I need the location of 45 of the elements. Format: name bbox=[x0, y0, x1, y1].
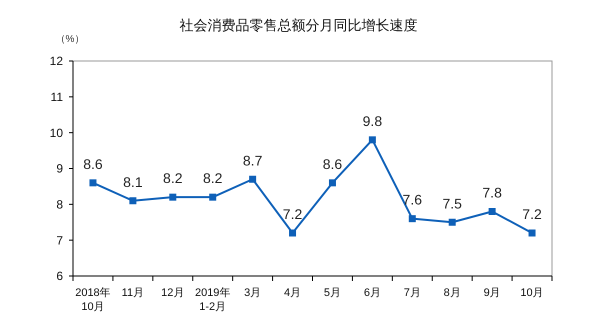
data-label: 7.5 bbox=[442, 195, 462, 212]
point bbox=[488, 208, 496, 215]
point bbox=[368, 136, 376, 144]
point bbox=[448, 218, 456, 226]
point bbox=[209, 194, 216, 201]
x-tick-label: 11月 bbox=[122, 287, 144, 299]
x-tick-label: 5月 bbox=[324, 287, 342, 299]
data-label: 8.1 bbox=[123, 174, 143, 190]
point bbox=[89, 179, 96, 186]
data-label: 7.8 bbox=[482, 184, 502, 200]
y-tick-label: 7 bbox=[56, 233, 64, 248]
y-tick-label: 9 bbox=[56, 162, 64, 176]
x-tick-label: 9月 bbox=[484, 287, 501, 299]
x-tick-label: 4月 bbox=[284, 287, 302, 299]
data-label: 8.6 bbox=[322, 156, 342, 172]
data-label: 9.8 bbox=[362, 112, 382, 129]
point bbox=[169, 194, 176, 201]
point bbox=[289, 230, 296, 236]
y-tick-label: 6 bbox=[56, 269, 64, 284]
point bbox=[249, 176, 256, 183]
data-label: 7.2 bbox=[522, 206, 542, 222]
y-tick-label: 8 bbox=[56, 198, 64, 212]
y-axis-title: （%） bbox=[56, 34, 84, 45]
data-label: 7.2 bbox=[282, 206, 302, 222]
x-tick-label: 2019年 1-2月 bbox=[194, 287, 230, 313]
point bbox=[328, 179, 336, 186]
y-tick-label: 10 bbox=[50, 126, 64, 140]
x-tick-label: 2018年 10月 bbox=[75, 287, 111, 313]
x-tick-label: 6月 bbox=[364, 287, 381, 299]
data-label: 8.2 bbox=[163, 170, 183, 186]
point bbox=[408, 215, 416, 222]
y-tick-label: 11 bbox=[50, 90, 64, 104]
data-label: 7.6 bbox=[402, 192, 422, 208]
x-tick-label: 8月 bbox=[444, 287, 461, 299]
data-label: 8.6 bbox=[83, 156, 103, 172]
x-tick-label: 12月 bbox=[161, 287, 184, 299]
data-label: 8.7 bbox=[242, 152, 263, 168]
chart-title: 社会消费品零售总额分月同比增长速度 bbox=[180, 17, 418, 33]
x-tick-label: 10月 bbox=[520, 287, 544, 299]
data-label: 8.2 bbox=[202, 170, 223, 186]
x-tick-label: 3月 bbox=[244, 287, 262, 299]
y-tick-label: 12 bbox=[50, 54, 64, 68]
point bbox=[528, 230, 536, 236]
x-tick-label: 7月 bbox=[404, 287, 421, 299]
point bbox=[129, 197, 136, 204]
